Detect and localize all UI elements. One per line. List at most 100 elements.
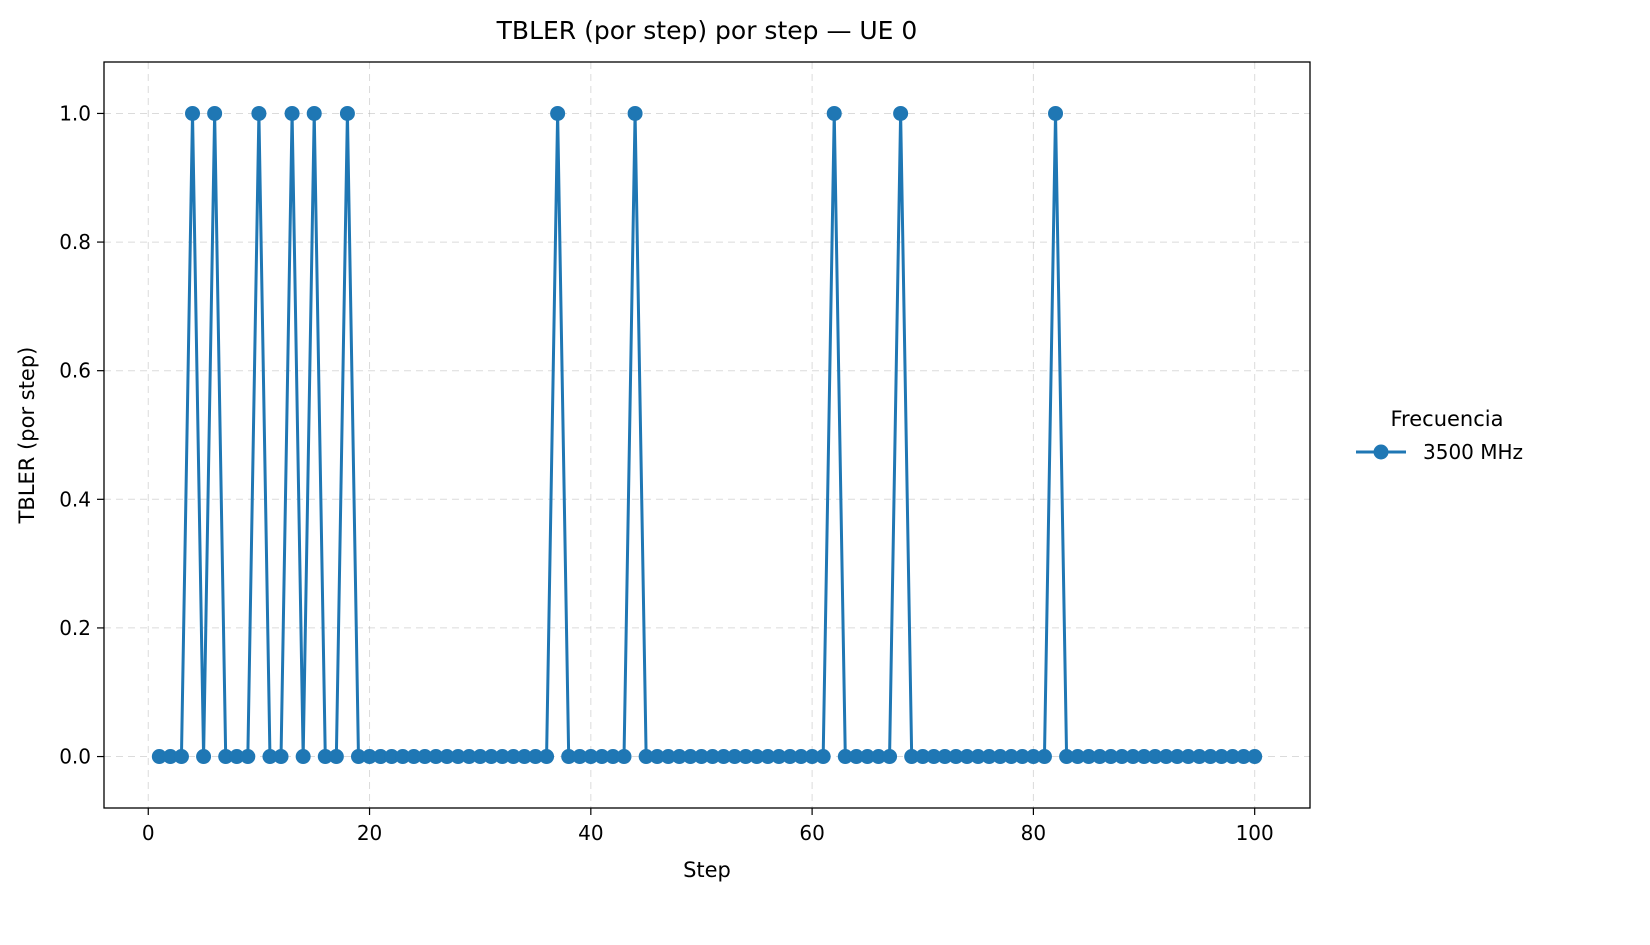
data-point	[151, 749, 167, 765]
x-tick-label: 60	[799, 821, 824, 845]
data-point	[1225, 749, 1241, 765]
data-point	[926, 749, 942, 765]
data-point	[893, 105, 909, 121]
data-point	[362, 749, 378, 765]
data-point	[937, 749, 953, 765]
data-point	[207, 105, 223, 121]
data-point	[627, 105, 643, 121]
data-point	[218, 749, 234, 765]
data-point	[1236, 749, 1252, 765]
data-point	[1247, 749, 1263, 765]
chart-title: TBLER (por step) por step — UE 0	[496, 16, 918, 45]
data-point	[793, 749, 809, 765]
data-point	[848, 749, 864, 765]
data-point	[970, 749, 986, 765]
data-point	[472, 749, 488, 765]
data-point	[738, 749, 754, 765]
data-point	[1103, 749, 1119, 765]
data-point	[1003, 749, 1019, 765]
data-point	[1202, 749, 1218, 765]
data-point	[173, 749, 189, 765]
data-point	[660, 749, 676, 765]
data-point	[317, 749, 333, 765]
data-point	[350, 749, 366, 765]
data-point	[1048, 105, 1064, 121]
data-point	[373, 749, 389, 765]
data-point	[461, 749, 477, 765]
legend-title: Frecuencia	[1391, 407, 1504, 431]
data-point	[406, 749, 422, 765]
data-point	[483, 749, 499, 765]
data-point	[384, 749, 400, 765]
data-point	[1158, 749, 1174, 765]
x-axis-label: Step	[683, 858, 731, 882]
data-point	[693, 749, 709, 765]
data-point	[439, 749, 455, 765]
y-tick-label: 0.8	[59, 230, 91, 254]
y-tick-label: 0.4	[59, 487, 91, 511]
plot-frame	[103, 61, 1311, 809]
data-point	[1191, 749, 1207, 765]
data-point	[1114, 749, 1130, 765]
data-point	[1070, 749, 1086, 765]
data-point	[1147, 749, 1163, 765]
data-point	[306, 105, 322, 121]
data-point	[284, 105, 300, 121]
series-layer	[151, 105, 1263, 765]
data-point	[671, 749, 687, 765]
data-point	[1081, 749, 1097, 765]
data-point	[505, 749, 521, 765]
x-tick-label: 40	[578, 821, 603, 845]
y-tick-label: 0.2	[59, 616, 91, 640]
data-point	[804, 749, 820, 765]
x-tick-label: 20	[357, 821, 382, 845]
data-point	[1014, 749, 1030, 765]
data-point	[528, 749, 544, 765]
data-point	[782, 749, 798, 765]
data-point	[815, 749, 831, 765]
data-point	[1125, 749, 1141, 765]
data-point	[251, 105, 267, 121]
data-point	[328, 749, 344, 765]
data-point	[561, 749, 577, 765]
data-point	[539, 749, 555, 765]
data-point	[1025, 749, 1041, 765]
data-point	[594, 749, 610, 765]
x-tick-label: 80	[1021, 821, 1046, 845]
data-point	[1036, 749, 1052, 765]
x-tick-label: 100	[1236, 821, 1274, 845]
data-point	[638, 749, 654, 765]
data-point	[649, 749, 665, 765]
data-point	[162, 749, 178, 765]
data-point	[1136, 749, 1152, 765]
y-tick-label: 1.0	[59, 101, 91, 125]
data-point	[273, 749, 289, 765]
y-axis-label: TBLER (por step)	[15, 347, 39, 525]
y-tick-label: 0.0	[59, 745, 91, 769]
data-point	[727, 749, 743, 765]
data-point	[229, 749, 245, 765]
data-point	[1213, 749, 1229, 765]
data-point	[516, 749, 532, 765]
data-point	[494, 749, 510, 765]
data-point	[771, 749, 787, 765]
data-point	[583, 749, 599, 765]
x-tick-label: 0	[142, 821, 155, 845]
x-axis: 0 20 40 60 80 100	[142, 808, 1274, 845]
data-point	[1092, 749, 1108, 765]
data-point	[605, 749, 621, 765]
data-point	[262, 749, 278, 765]
data-point	[915, 749, 931, 765]
y-axis: 0.0 0.2 0.4 0.6 0.8 1.0	[59, 101, 104, 769]
data-point	[417, 749, 433, 765]
data-point	[716, 749, 732, 765]
data-point	[904, 749, 920, 765]
legend: Frecuencia 3500 MHz	[1356, 407, 1523, 464]
data-point	[196, 749, 212, 765]
data-point	[185, 105, 201, 121]
data-point	[339, 105, 355, 121]
data-point	[295, 749, 311, 765]
data-point	[870, 749, 886, 765]
